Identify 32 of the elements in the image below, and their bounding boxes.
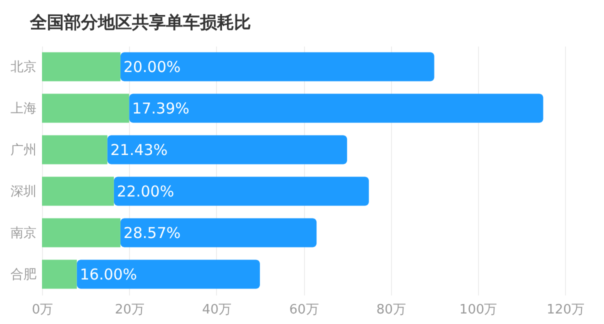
x-tick-label: 100万 (459, 302, 498, 318)
bar (114, 176, 369, 206)
annotation: 22.00% (116, 182, 174, 200)
bar (129, 94, 544, 123)
x-tick-label: 80万 (376, 302, 406, 318)
bar (42, 218, 120, 248)
y-tick-label: 深圳 (10, 184, 36, 200)
y-tick-label: 上海 (10, 101, 36, 116)
x-tick-label: 120万 (546, 302, 584, 318)
bar (42, 52, 120, 82)
y-tick-label: 南京 (10, 226, 36, 241)
x-tick-label: 20万 (114, 302, 144, 318)
bar (42, 176, 114, 206)
bar (42, 94, 130, 123)
x-tick-label: 0万 (32, 302, 54, 318)
annotation: 17.39% (132, 99, 190, 118)
bar (107, 135, 348, 164)
annotation: 16.00% (80, 265, 138, 284)
y-tick-label: 北京 (10, 60, 36, 75)
annotation: 28.57% (123, 224, 181, 242)
bar (42, 260, 77, 289)
y-tick-label: 广州 (10, 142, 36, 158)
annotation: 20.00% (123, 58, 181, 76)
bar (76, 260, 260, 289)
chart-title: 全国部分地区共享单车损耗比 (29, 13, 251, 33)
bar (42, 135, 108, 164)
x-tick-label: 60万 (289, 302, 319, 318)
annotation: 21.43% (110, 140, 168, 159)
bar (120, 52, 434, 82)
y-tick-label: 合肥 (10, 267, 36, 282)
bar (120, 218, 317, 248)
x-tick-label: 40万 (202, 302, 232, 318)
